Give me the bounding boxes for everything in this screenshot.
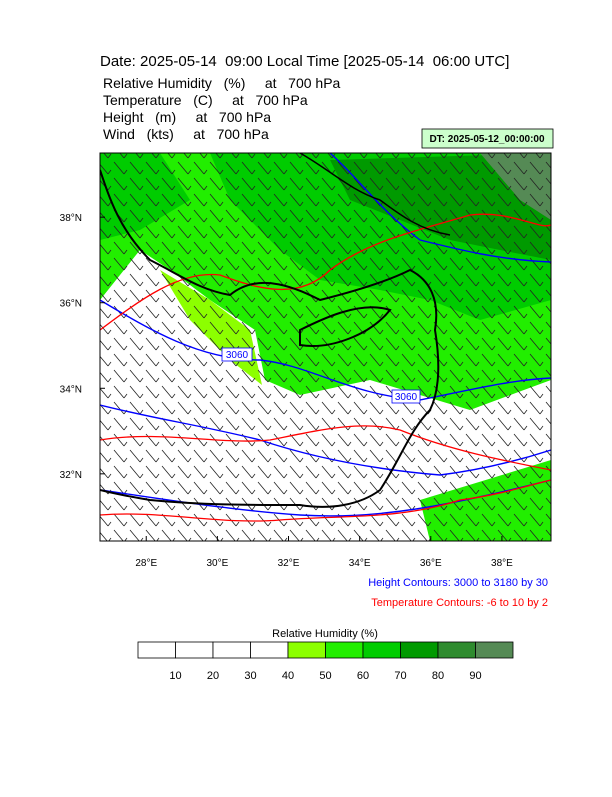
contour-label-box [221,347,253,362]
colorbar-box [250,641,289,659]
height-contour [100,404,551,476]
map-frame [99,152,552,542]
colorbar-box [475,641,514,659]
ticks: 28°E 30°E 32°E 34°E 36°E 38°E 32°N 34°N 36°N 38°N [60,213,513,569]
contour-label: 3060 [395,392,418,403]
field-line: Wind (kts) at 700 hPa [103,126,269,142]
height-contour [329,153,551,263]
colorbar-box [362,641,401,659]
temp-contour [100,213,551,331]
colorbar-tick-label: 90 [469,670,481,682]
colorbar-box [175,641,214,659]
coastline [100,169,440,508]
colorbar-box [325,641,364,659]
colorbar-tick-label: 50 [319,670,331,682]
colorbar-tick-label: 40 [282,670,294,682]
colorbar-box [400,641,439,659]
colorbar-box [212,641,251,659]
colorbar-box [137,641,176,659]
wind-barbs [100,153,551,541]
border [299,153,451,236]
colorbar-box [287,641,326,659]
coastline [299,306,392,347]
x-tick-label: 30°E [206,558,228,569]
temp-contour [100,425,551,471]
field-line: Temperature (C) at 700 hPa [103,92,308,108]
height-contour [100,299,551,401]
colorbar-tick-label: 60 [357,670,369,682]
colorbar-tick-label: 80 [432,670,444,682]
x-tick-label: 34°E [349,558,371,569]
x-tick-label: 38°E [491,558,513,569]
colorbar-tick-label: 20 [207,670,219,682]
title: Date: 2025-05-14 09:00 Local Time [2025-… [100,53,509,70]
temp-contour [100,479,551,522]
colorbar-tick-label: 10 [169,670,181,682]
colorbar-box [437,641,476,659]
colorbar-tick-label: 70 [394,670,406,682]
contour-label: 3060 [226,350,249,361]
map: 3060 3060 [100,153,551,541]
contour-label-box [391,389,421,404]
field-line: Relative Humidity (%) at 700 hPa [103,75,341,91]
colorbar-tick-label: 30 [244,670,256,682]
field-line: Height (m) at 700 hPa [103,109,271,125]
contour-note: Height Contours: 3000 to 3180 by 30 [368,577,548,589]
x-tick-label: 36°E [420,558,442,569]
colorbar-title: Relative Humidity (%) [272,628,378,640]
y-tick-label: 32°N [60,470,82,481]
dt-box [421,128,554,149]
y-tick-label: 36°N [60,299,82,310]
contour-note: Temperature Contours: -6 to 10 by 2 [371,597,548,609]
colorbar: 10 20 30 40 50 60 70 80 90 [137,641,514,682]
y-tick-label: 38°N [60,213,82,224]
dt-label: DT: 2025-05-12_00:00:00 [429,134,545,145]
y-tick-label: 34°N [60,384,82,395]
x-tick-label: 28°E [135,558,157,569]
x-tick-label: 32°E [278,558,300,569]
